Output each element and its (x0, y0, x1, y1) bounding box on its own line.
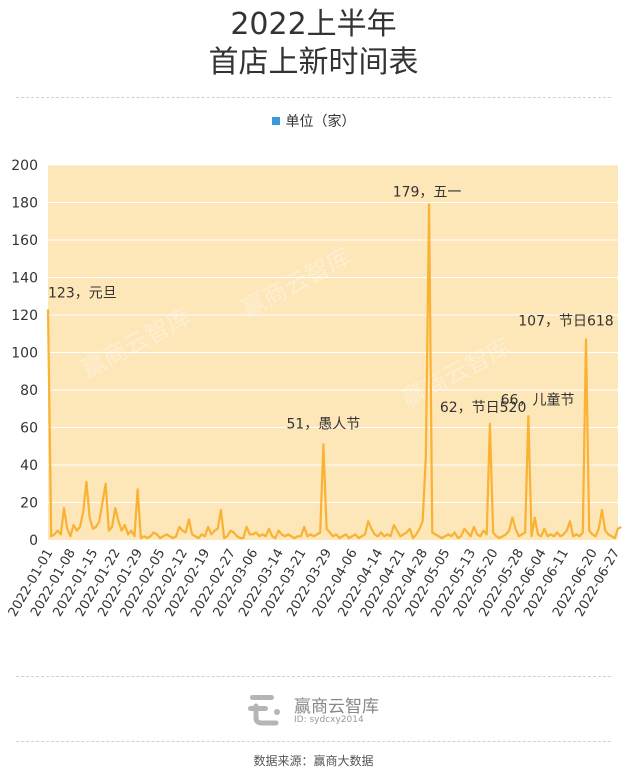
grid-lines (48, 164, 618, 503)
divider-bottom (16, 676, 611, 677)
annotation-label: 107，节日618 (518, 313, 613, 329)
annotation-label: 62，节日520 (440, 400, 527, 416)
annotation-label: 179，五一 (393, 184, 462, 200)
brand-name: 赢商云智库 (294, 697, 379, 717)
brand-logo-icon (248, 695, 280, 726)
brand-id: ID: sydcxy2014 (294, 715, 364, 725)
series-line (46, 203, 622, 540)
chart-title-line2: 首店上新时间表 (208, 45, 419, 80)
y-tick-label: 140 (11, 271, 38, 287)
data-source: 数据来源：赢商大数据 (253, 754, 374, 768)
y-axis: 0 20 40 60 80 100 120 140 160 180 200 (11, 158, 38, 549)
divider-source (16, 741, 611, 742)
y-tick-label: 0 (29, 533, 38, 549)
legend: 单位（家） (0, 111, 627, 131)
y-tick-label: 160 (11, 233, 38, 249)
y-tick-label: 180 (11, 196, 38, 212)
y-tick-label: 20 (20, 496, 38, 512)
y-tick-label: 40 (20, 458, 38, 474)
chart-title-line1: 2022上半年 (230, 7, 397, 42)
y-tick-label: 200 (11, 158, 38, 174)
legend-label: 单位（家） (285, 114, 356, 130)
annotation-label: 51，愚人节 (286, 416, 360, 432)
legend-swatch (271, 117, 280, 125)
x-axis: 2022-01-012022-01-082022-01-152022-01-22… (6, 547, 624, 620)
y-tick-label: 60 (20, 421, 38, 437)
y-tick-label: 80 (20, 383, 38, 399)
divider-top (16, 97, 611, 98)
annotation-label: 66，儿童节 (501, 391, 575, 408)
annotation-label: 123，元旦 (48, 285, 117, 301)
y-tick-label: 100 (11, 346, 38, 362)
y-tick-label: 120 (11, 308, 38, 324)
